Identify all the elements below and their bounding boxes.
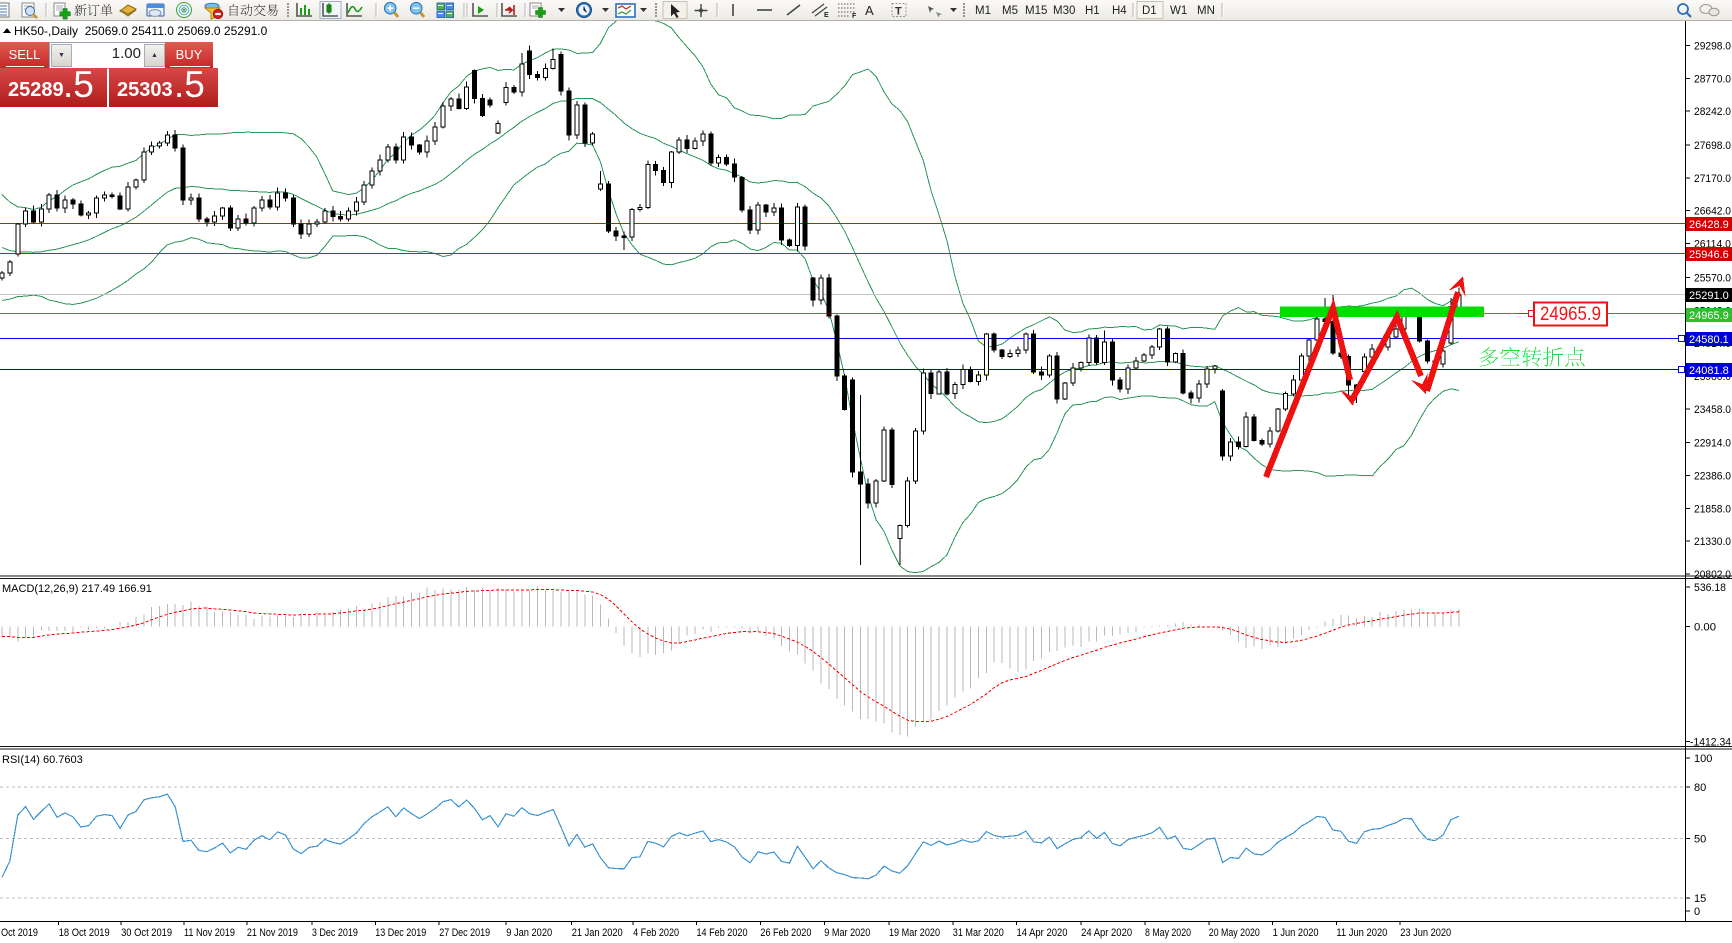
svg-text:8 May 2020: 8 May 2020: [1145, 927, 1191, 939]
svg-text:20802.0: 20802.0: [1694, 569, 1731, 581]
svg-text:80: 80: [1694, 782, 1706, 794]
svg-text:21 Nov 2019: 21 Nov 2019: [247, 927, 298, 939]
svg-text:Oct 2019: Oct 2019: [1, 927, 38, 939]
svg-text:M30: M30: [1053, 5, 1075, 17]
svg-text:15: 15: [1694, 893, 1706, 905]
svg-text:25946.6: 25946.6: [1689, 249, 1729, 261]
svg-text:4 Feb 2020: 4 Feb 2020: [633, 927, 679, 939]
svg-text:11 Jun 2020: 11 Jun 2020: [1336, 927, 1387, 939]
svg-text:H1: H1: [1085, 5, 1100, 17]
svg-text:A: A: [865, 3, 874, 18]
svg-text:T: T: [895, 6, 902, 18]
svg-text:M1: M1: [975, 5, 991, 17]
svg-text:26428.9: 26428.9: [1689, 219, 1729, 231]
svg-text:28242.0: 28242.0: [1694, 106, 1731, 118]
svg-text:1 Jun 2020: 1 Jun 2020: [1273, 927, 1319, 939]
svg-text:RSI(14) 60.7603: RSI(14) 60.7603: [2, 754, 83, 766]
svg-text:14 Feb 2020: 14 Feb 2020: [697, 927, 748, 939]
svg-text:24081.8: 24081.8: [1689, 365, 1729, 377]
svg-text:H4: H4: [1112, 5, 1127, 17]
svg-text:E: E: [824, 12, 829, 19]
svg-text:13 Dec 2019: 13 Dec 2019: [375, 927, 426, 939]
svg-text:19 Mar 2020: 19 Mar 2020: [889, 927, 940, 939]
svg-text:14 Apr 2020: 14 Apr 2020: [1017, 927, 1068, 939]
svg-text:0: 0: [1694, 906, 1700, 918]
svg-text:22386.0: 22386.0: [1694, 471, 1731, 483]
svg-text:27 Dec 2019: 27 Dec 2019: [439, 927, 490, 939]
svg-text:30 Oct 2019: 30 Oct 2019: [121, 927, 172, 939]
svg-text:0.00: 0.00: [1694, 622, 1716, 634]
svg-text:-1412.34: -1412.34: [1690, 737, 1731, 749]
svg-text:25570.0: 25570.0: [1694, 272, 1731, 284]
svg-text:W1: W1: [1170, 5, 1187, 17]
svg-text:23 Jun 2020: 23 Jun 2020: [1400, 927, 1451, 939]
svg-text:20 May 2020: 20 May 2020: [1209, 927, 1260, 939]
svg-text:536.18: 536.18: [1694, 582, 1726, 594]
svg-text:24580.1: 24580.1: [1689, 334, 1729, 346]
svg-text:D1: D1: [1142, 5, 1157, 17]
svg-text:28770.0: 28770.0: [1694, 73, 1731, 85]
svg-text:11 Nov 2019: 11 Nov 2019: [184, 927, 235, 939]
svg-text:M5: M5: [1002, 5, 1018, 17]
svg-text:50: 50: [1694, 833, 1706, 845]
svg-text:F: F: [852, 13, 857, 20]
svg-text:27170.0: 27170.0: [1694, 173, 1731, 185]
svg-text:24 Apr 2020: 24 Apr 2020: [1081, 927, 1132, 939]
svg-text:MN: MN: [1197, 5, 1215, 17]
svg-text:3 Dec 2019: 3 Dec 2019: [312, 927, 358, 939]
svg-text:29298.0: 29298.0: [1694, 41, 1731, 53]
svg-text:9 Jan 2020: 9 Jan 2020: [506, 927, 552, 939]
svg-text:18 Oct 2019: 18 Oct 2019: [59, 927, 110, 939]
svg-text:MACD(12,26,9) 217.49 166.91: MACD(12,26,9) 217.49 166.91: [2, 583, 152, 595]
svg-text:27698.0: 27698.0: [1694, 140, 1731, 152]
svg-text:25291.0: 25291.0: [1689, 290, 1729, 302]
svg-text:21 Jan 2020: 21 Jan 2020: [572, 927, 623, 939]
svg-text:22914.0: 22914.0: [1694, 438, 1731, 450]
svg-text:24965.9: 24965.9: [1689, 310, 1729, 322]
svg-text:100: 100: [1694, 753, 1712, 765]
svg-text:M15: M15: [1025, 5, 1047, 17]
svg-text:26642.0: 26642.0: [1694, 206, 1731, 218]
svg-text:21330.0: 21330.0: [1694, 536, 1731, 548]
svg-text:21858.0: 21858.0: [1694, 503, 1731, 515]
svg-text:23458.0: 23458.0: [1694, 404, 1731, 416]
svg-text:24965.9: 24965.9: [1540, 303, 1601, 325]
svg-text:26 Feb 2020: 26 Feb 2020: [760, 927, 811, 939]
svg-text:31 Mar 2020: 31 Mar 2020: [953, 927, 1004, 939]
svg-text:9 Mar 2020: 9 Mar 2020: [824, 927, 870, 939]
svg-text:HK50-,Daily 25069.0 25411.0 2: HK50-,Daily 25069.0 25411.0 25069.0 2529…: [14, 24, 268, 38]
